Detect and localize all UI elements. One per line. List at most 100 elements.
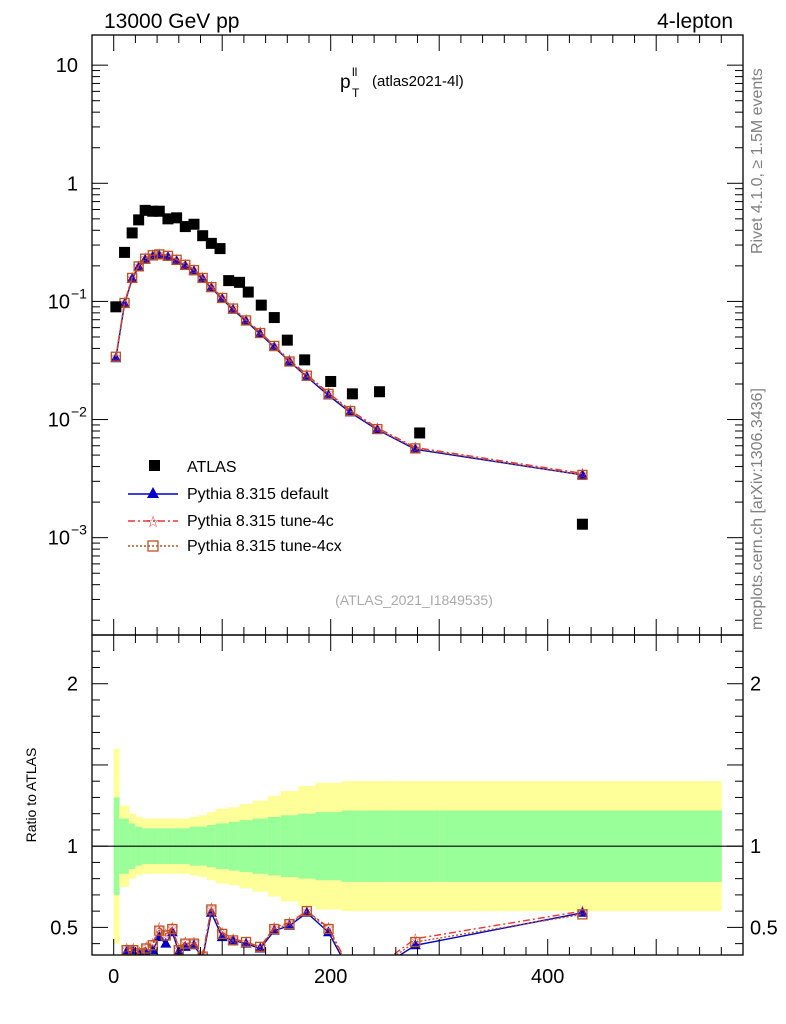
main-ytick-exponent: −2 — [71, 404, 87, 420]
legend-marker-atlas — [149, 460, 160, 471]
title-sub: T — [352, 86, 360, 100]
ratio-ytick-label-right: 1 — [750, 836, 761, 858]
ratio-ylabel: Ratio to ATLAS — [23, 748, 39, 843]
ratio-ytick-label-right: 0.5 — [750, 917, 778, 939]
ratio-ytick-label-left: 1 — [67, 836, 78, 858]
ratio-point-default — [283, 919, 295, 930]
atlas-data-point — [133, 214, 145, 226]
legend: ATLAS Pythia 8.315 default ☆ Pythia 8.31… — [128, 459, 342, 555]
atlas-data-point — [325, 375, 337, 387]
ratio-line-tune4c — [126, 905, 583, 955]
ratio-point-tune4cx — [323, 923, 334, 935]
main-point-default — [119, 298, 131, 309]
legend-marker-tune4cx — [147, 540, 159, 552]
ratio-point-tune4c: ☆ — [120, 940, 133, 958]
atlas-data-point — [147, 205, 159, 217]
main-point-default — [162, 250, 174, 261]
main-point-tune4cx — [110, 351, 122, 362]
ratio-point-tune4cx — [269, 923, 280, 935]
ratio-point-tune4cx — [217, 928, 228, 940]
atlas-data-point — [205, 237, 217, 249]
main-point-tune4c: ☆ — [576, 464, 589, 482]
atlas-data-point — [153, 205, 165, 217]
main-point-tune4cx — [147, 250, 158, 261]
ratio-point-default — [268, 924, 280, 935]
atlas-data-point — [255, 299, 267, 311]
legend-label-default: Pythia 8.315 default — [187, 486, 329, 503]
atlas-data-point — [281, 334, 293, 346]
ratio-point-tune4cx — [147, 940, 158, 951]
title-p: p — [340, 72, 351, 93]
ratio-point-tune4cx — [301, 905, 312, 917]
main-point-default — [153, 249, 165, 260]
main-ytick-label: 10 — [48, 291, 70, 313]
rivet-label: Rivet 4.1.0, ≥ 1.5M events — [749, 68, 766, 254]
main-line-default — [115, 254, 583, 476]
main-point-tune4cx — [240, 315, 252, 326]
mcplots-label: mcplots.cern.ch [arXiv:1306.3436] — [749, 388, 766, 630]
ratio-point-tune4c: ☆ — [409, 930, 422, 948]
main-point-tune4cx — [197, 272, 208, 284]
legend-marker-tune4c: ☆ — [146, 512, 160, 531]
ratio-point-tune4cx — [160, 930, 171, 941]
title-rest: (atlas2021-4l) — [372, 73, 464, 90]
main-ytick-label: 10 — [48, 410, 70, 432]
main-title: p ll T (atlas2021-4l) — [340, 65, 464, 100]
main-point-tune4cx — [227, 303, 239, 314]
main-point-tune4cx — [217, 292, 228, 304]
main-point-tune4cx — [301, 370, 312, 381]
ratio-point-tune4c: ☆ — [322, 918, 335, 936]
ratio-point-tune4c: ☆ — [153, 918, 166, 936]
ratio-xtick-label: 200 — [314, 966, 347, 988]
main-line-tune4cx — [115, 253, 583, 476]
main-point-tune4cx — [206, 282, 217, 293]
atlas-data-point — [119, 246, 131, 258]
main-point-default — [179, 259, 191, 270]
ratio-ytick-label-left: 2 — [67, 674, 78, 696]
ratio-ytick-label-right: 2 — [750, 674, 761, 696]
atlas-data-point — [234, 276, 246, 288]
main-point-default — [409, 443, 421, 454]
main-point-tune4c: ☆ — [344, 401, 357, 419]
main-ytick-exponent: −1 — [71, 285, 87, 301]
main-point-tune4cx — [372, 423, 383, 435]
ratio-ytick-label-left: 0.5 — [50, 917, 78, 939]
title-sup: ll — [352, 65, 357, 79]
main-ytick-exponent: −3 — [71, 522, 87, 538]
atlas-data-point — [223, 275, 235, 287]
ratio-line-tune4cx — [126, 907, 583, 955]
main-point-tune4cx — [345, 405, 356, 417]
legend-label-atlas: ATLAS — [187, 459, 237, 476]
ratio-point-tune4c: ☆ — [268, 918, 281, 936]
atlas-data-point — [126, 227, 138, 239]
ratio-point-tune4cx — [227, 935, 239, 946]
main-point-tune4cx — [284, 356, 295, 367]
analysis-watermark: (ATLAS_2021_I1849535) — [335, 592, 493, 608]
ratio-point-tune4c: ☆ — [371, 957, 384, 975]
ratio-point-tune4cx — [577, 909, 588, 920]
ratio-point-tune4c: ☆ — [226, 930, 239, 948]
ratio-point-tune4c: ☆ — [166, 918, 179, 936]
main-point-default — [576, 468, 588, 479]
main-point-tune4c: ☆ — [409, 438, 422, 456]
ratio-point-tune4c: ☆ — [196, 946, 209, 964]
ratio-point-tune4c: ☆ — [159, 925, 172, 943]
atlas-data-point — [414, 427, 426, 439]
ratio-point-tune4c: ☆ — [205, 899, 218, 917]
ratio-point-default — [227, 934, 239, 945]
main-ytick-label: 10 — [48, 528, 70, 550]
atlas-data-point — [179, 221, 191, 233]
header-left: 13000 GeV pp — [104, 10, 239, 33]
ratio-point-tune4c: ☆ — [187, 933, 200, 951]
main-point-tune4cx — [188, 264, 200, 276]
ratio-point-tune4cx — [188, 938, 200, 949]
ratio-point-default — [153, 931, 165, 942]
main-point-tune4cx — [133, 261, 144, 272]
ratio-plot-area: ☆☆☆☆☆☆☆☆☆☆☆☆☆☆☆ ☆ ☆☆ ☆☆☆☆ ☆☆☆ — [92, 845, 743, 975]
atlas-data-point — [188, 218, 200, 230]
ratio-point-tune4cx — [167, 923, 178, 935]
ratio-point-tune4cx — [240, 936, 252, 948]
atlas-data-point — [576, 518, 588, 530]
atlas-data-point — [374, 386, 386, 398]
